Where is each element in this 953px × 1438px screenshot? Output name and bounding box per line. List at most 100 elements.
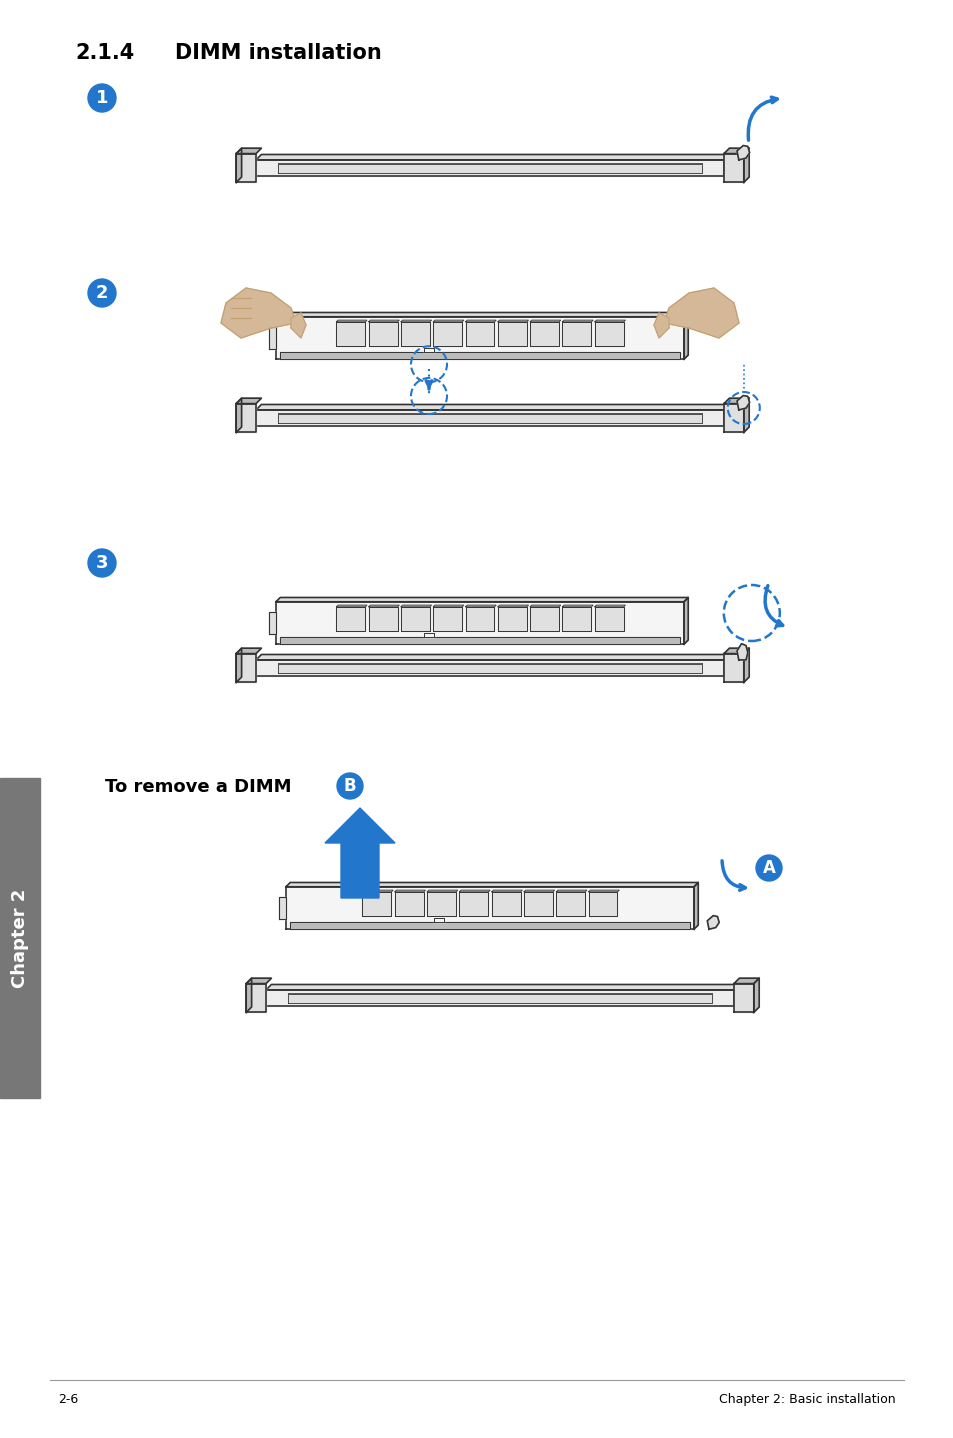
Text: Chapter 2: Chapter 2 [11, 889, 29, 988]
Polygon shape [556, 890, 586, 892]
Polygon shape [459, 892, 488, 916]
Polygon shape [427, 892, 456, 916]
Polygon shape [683, 312, 687, 360]
Polygon shape [246, 984, 266, 1012]
Text: To remove a DIMM: To remove a DIMM [105, 778, 292, 797]
Polygon shape [556, 892, 584, 916]
Polygon shape [236, 649, 241, 683]
Polygon shape [723, 649, 748, 654]
Polygon shape [277, 664, 701, 673]
Polygon shape [236, 398, 261, 404]
Polygon shape [530, 607, 558, 631]
Polygon shape [290, 922, 689, 929]
Polygon shape [497, 322, 526, 345]
Polygon shape [723, 398, 748, 404]
Text: 1: 1 [95, 89, 108, 106]
Polygon shape [723, 404, 743, 433]
Polygon shape [266, 985, 739, 989]
Polygon shape [723, 148, 748, 154]
Bar [0, 778, 40, 1099]
Polygon shape [266, 989, 733, 1007]
Polygon shape [255, 654, 729, 660]
Polygon shape [497, 321, 528, 322]
Polygon shape [427, 890, 457, 892]
Polygon shape [269, 326, 275, 349]
Polygon shape [491, 892, 520, 916]
Polygon shape [291, 313, 306, 338]
Polygon shape [286, 883, 698, 887]
Polygon shape [286, 887, 693, 929]
Polygon shape [236, 654, 255, 683]
Polygon shape [275, 316, 683, 360]
Polygon shape [236, 404, 255, 433]
Polygon shape [269, 613, 275, 634]
Polygon shape [530, 605, 560, 607]
Polygon shape [275, 312, 687, 316]
Polygon shape [491, 890, 521, 892]
Polygon shape [362, 892, 391, 916]
Polygon shape [400, 321, 431, 322]
Polygon shape [737, 145, 749, 160]
Polygon shape [236, 398, 241, 433]
Polygon shape [336, 321, 367, 322]
Polygon shape [588, 892, 617, 916]
Polygon shape [255, 160, 723, 175]
Polygon shape [743, 148, 748, 183]
Circle shape [88, 279, 116, 306]
Polygon shape [530, 322, 558, 345]
FancyArrow shape [325, 808, 395, 897]
Polygon shape [497, 607, 526, 631]
Circle shape [88, 83, 116, 112]
Polygon shape [275, 601, 683, 644]
Text: 2.1.4: 2.1.4 [75, 43, 134, 63]
Polygon shape [497, 605, 528, 607]
Polygon shape [723, 154, 743, 183]
Polygon shape [280, 637, 679, 644]
Polygon shape [255, 660, 723, 676]
Polygon shape [255, 410, 723, 426]
Polygon shape [562, 607, 591, 631]
Polygon shape [400, 322, 430, 345]
Polygon shape [433, 605, 463, 607]
Polygon shape [594, 605, 625, 607]
Polygon shape [275, 598, 687, 601]
Polygon shape [530, 321, 560, 322]
Polygon shape [737, 644, 747, 660]
Polygon shape [733, 978, 759, 984]
Polygon shape [465, 321, 496, 322]
Polygon shape [336, 322, 365, 345]
Polygon shape [395, 890, 425, 892]
Polygon shape [465, 605, 496, 607]
Polygon shape [737, 395, 749, 410]
Polygon shape [753, 978, 759, 1012]
Polygon shape [465, 322, 494, 345]
Text: 2-6: 2-6 [58, 1393, 78, 1406]
Polygon shape [336, 607, 365, 631]
Polygon shape [562, 605, 593, 607]
Polygon shape [594, 607, 623, 631]
Polygon shape [743, 649, 748, 683]
Polygon shape [395, 892, 423, 916]
Polygon shape [400, 605, 431, 607]
Text: A: A [761, 858, 775, 877]
Polygon shape [336, 605, 367, 607]
Text: B: B [343, 777, 355, 795]
Polygon shape [663, 288, 739, 338]
Polygon shape [368, 321, 399, 322]
Polygon shape [368, 607, 397, 631]
Polygon shape [465, 607, 494, 631]
Polygon shape [277, 164, 701, 173]
Polygon shape [423, 633, 434, 637]
Polygon shape [562, 321, 593, 322]
Polygon shape [683, 598, 687, 644]
Polygon shape [400, 607, 430, 631]
Polygon shape [255, 154, 729, 160]
Polygon shape [434, 919, 444, 922]
Polygon shape [368, 322, 397, 345]
Polygon shape [362, 890, 393, 892]
Polygon shape [594, 322, 623, 345]
Polygon shape [423, 348, 434, 352]
Text: 3: 3 [95, 554, 108, 572]
Circle shape [88, 549, 116, 577]
Polygon shape [277, 414, 701, 423]
